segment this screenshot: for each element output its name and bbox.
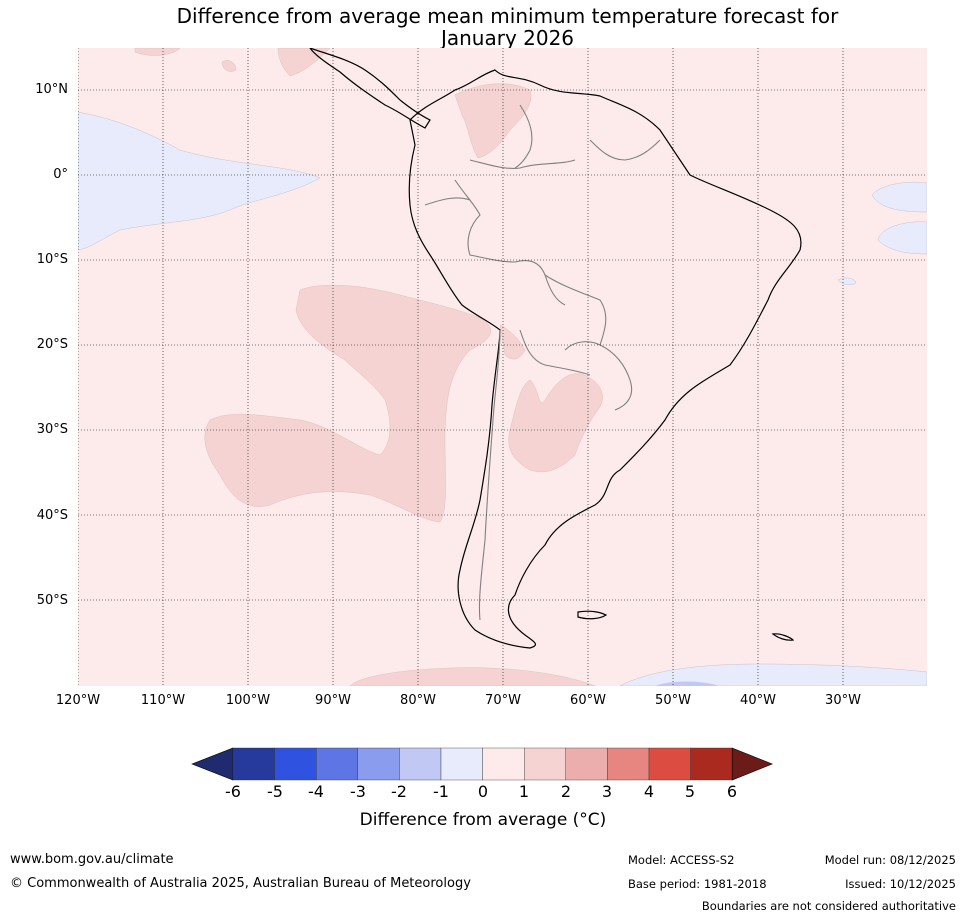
falkland-islands (577, 610, 608, 620)
colorbar-segment (648, 747, 691, 781)
lon-label-90w: 90°W (315, 693, 351, 708)
colorbar-low-extend (191, 747, 234, 781)
colorbar-segment (482, 747, 525, 781)
colorbar-high-extend (731, 747, 774, 781)
lon-label-30w: 30°W (825, 693, 861, 708)
colorbar-segment (399, 747, 442, 781)
cool-anomaly-region-east (871, 182, 927, 213)
colorbar (191, 747, 774, 781)
anomaly-map (78, 48, 927, 686)
cool-anomaly-region-west (78, 111, 321, 251)
cool-anomaly-region-east-2 (877, 221, 927, 255)
colorbar-tick: -4 (308, 782, 324, 801)
chart-title: Difference from average mean minimum tem… (0, 5, 965, 49)
colorbar-segment (440, 747, 483, 781)
colorbar-tick: 6 (726, 782, 738, 801)
colorbar-tick: 5 (684, 782, 696, 801)
colorbar-segment (607, 747, 650, 781)
model-run: Model run: 08/12/2025 (824, 853, 956, 867)
lat-label-20s: 20°S (36, 337, 68, 352)
warm-anomaly-argentina (508, 373, 603, 473)
warm-anomaly-north-2 (134, 48, 181, 56)
base-period: Base period: 1981-2018 (628, 877, 767, 891)
lat-label-10s: 10°S (36, 252, 68, 267)
lon-label-100w: 100°W (225, 693, 271, 708)
lat-label-30s: 30°S (36, 422, 68, 437)
colorbar-segment (274, 747, 317, 781)
colorbar-segment (690, 747, 733, 781)
colorbar-tick: -6 (225, 782, 241, 801)
lon-label-80w: 80°W (400, 693, 436, 708)
lon-label-50w: 50°W (655, 693, 691, 708)
deep-cool-anomaly-patch (655, 681, 720, 686)
south-america-coastline (408, 69, 802, 649)
colorbar-segment (565, 747, 608, 781)
warm-anomaly-south-pacific (349, 667, 596, 686)
lat-label-50s: 50°S (36, 593, 68, 608)
graticule (78, 48, 927, 686)
lat-label-10n: 10°N (35, 82, 68, 97)
colorbar-tick: 2 (560, 782, 572, 801)
colorbar-segment (524, 747, 567, 781)
boundaries-disclaimer: Boundaries are not considered authoritat… (701, 899, 956, 913)
colorbar-segment (315, 747, 358, 781)
lat-label-40s: 40°S (36, 508, 68, 523)
warm-anomaly-caribbean (454, 83, 532, 159)
website-link[interactable]: www.bom.gov.au/climate (10, 852, 174, 867)
colorbar-segment (232, 747, 275, 781)
lon-label-60w: 60°W (570, 693, 606, 708)
issued-date: Issued: 10/12/2025 (845, 877, 956, 891)
colorbar-tick: -5 (267, 782, 283, 801)
copyright-text: © Commonwealth of Australia 2025, Austra… (10, 876, 471, 891)
central-america-coastline (309, 48, 431, 129)
lon-label-110w: 110°W (140, 693, 186, 708)
colorbar-tick: 0 (477, 782, 489, 801)
colorbar-tick: -2 (391, 782, 407, 801)
cool-anomaly-spot (837, 277, 857, 285)
colorbar-tick: 1 (518, 782, 530, 801)
model-name: Model: ACCESS-S2 (628, 853, 735, 867)
warm-anomaly-pacific-east (204, 284, 492, 523)
south-georgia-island (771, 633, 795, 641)
colorbar-tick: -1 (433, 782, 449, 801)
title-line-1: Difference from average mean minimum tem… (176, 4, 839, 28)
colorbar-segment (357, 747, 400, 781)
lon-label-120w: 120°W (55, 693, 101, 708)
title-line-2: January 2026 (440, 26, 575, 50)
lon-label-40w: 40°W (740, 693, 776, 708)
colorbar-tick: 3 (601, 782, 613, 801)
cool-anomaly-region-south (619, 663, 927, 686)
warm-anomaly-spot (221, 60, 237, 72)
lon-label-70w: 70°W (485, 693, 521, 708)
colorbar-tick: -3 (350, 782, 366, 801)
lat-label-0: 0° (53, 167, 68, 182)
colorbar-label: Difference from average (°C) (359, 810, 607, 830)
country-borders (424, 104, 661, 621)
warm-anomaly-chile-coast (499, 324, 526, 360)
colorbar-tick: 4 (643, 782, 655, 801)
map-background (78, 48, 927, 686)
